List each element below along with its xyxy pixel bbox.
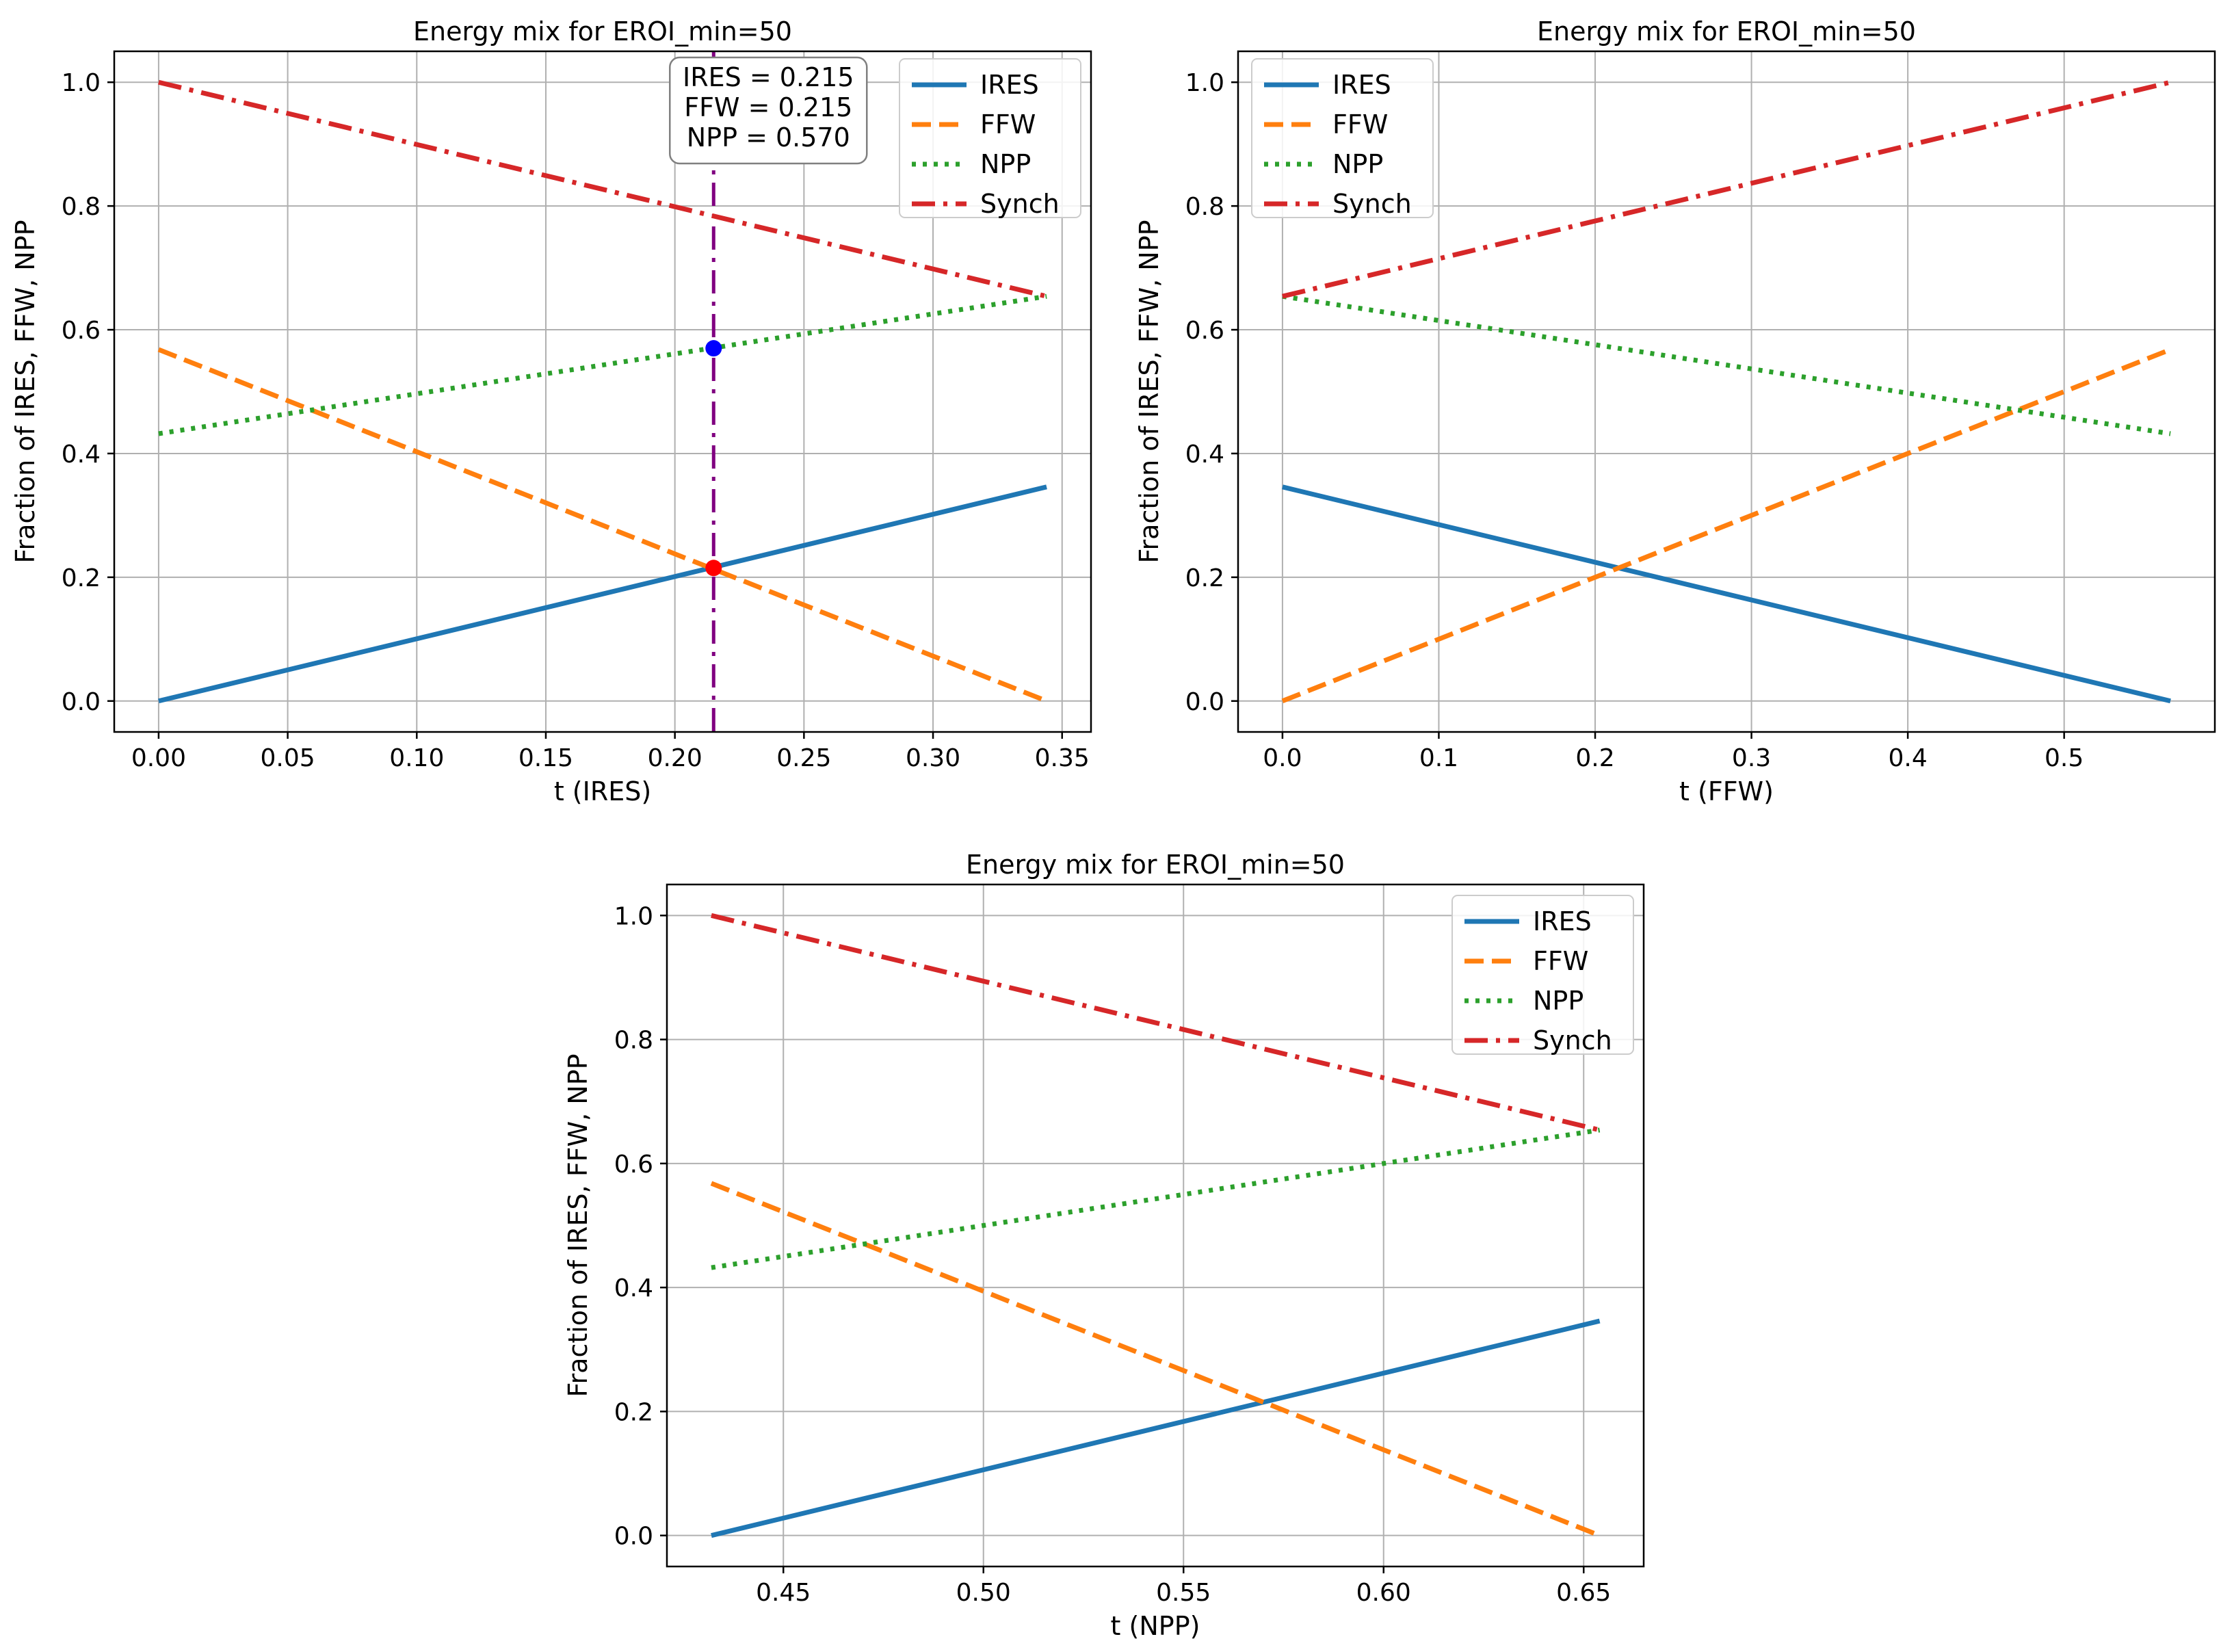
series-line-ires: [1282, 484, 2171, 704]
x-tick-label: 0.3: [1732, 744, 1771, 772]
legend-label-ires: IRES: [1332, 70, 1391, 100]
legend-label-ires: IRES: [980, 70, 1039, 100]
x-tick-label: 0.50: [956, 1579, 1011, 1607]
y-tick-label: 0.4: [1185, 441, 1224, 469]
x-tick-label: 0.55: [1156, 1579, 1211, 1607]
y-tick-label: 0.4: [62, 441, 101, 469]
y-tick-label: 0.6: [1185, 317, 1224, 345]
x-tick-label: 0.0: [1263, 744, 1302, 772]
x-tick-label: 0.2: [1575, 744, 1614, 772]
annotation-line: FFW = 0.215: [684, 92, 852, 122]
x-tick-label: 0.5: [2045, 744, 2084, 772]
series-line-ffw: [1281, 347, 2172, 704]
annotation-box: [669, 56, 868, 165]
plot-frame: [1237, 50, 2216, 733]
y-axis-label: Fraction of IRES, FFW, NPP: [1134, 220, 1164, 563]
series-line-synch: [711, 913, 1601, 1133]
plot-frame: [113, 50, 1092, 733]
chart-title: Energy mix for EROI_min=50: [1537, 16, 1916, 47]
series-line-ffw: [157, 347, 1048, 704]
legend-label-synch: Synch: [980, 189, 1060, 219]
plot-area: [157, 51, 1048, 732]
series-line-npp: [158, 293, 1047, 436]
plot-area: [1281, 79, 2172, 704]
x-tick-label: 0.1: [1419, 744, 1458, 772]
x-tick-label: 0.05: [261, 744, 315, 772]
series-line-ires: [158, 484, 1047, 704]
legend-label-synch: Synch: [1533, 1025, 1612, 1056]
y-tick-label: 1.0: [1185, 69, 1224, 97]
y-tick-label: 0.4: [614, 1274, 653, 1302]
legend-label-ffw: FFW: [980, 109, 1036, 140]
x-tick-label: 0.35: [1035, 744, 1090, 772]
chart-panel-2: 0.0 0.1 0.2 0.3 0.4 0.5 0.0 0.2 0.4 0.6 0.8 1.0 Ener…: [1134, 16, 2216, 807]
y-tick-label: 0.6: [614, 1151, 653, 1179]
x-tick-label: 0.20: [648, 744, 702, 772]
series-line-synch: [158, 79, 1047, 299]
chart-panel-3: 0.45 0.50 0.55 0.60 0.65 0.0 0.2 0.4 0.6 0.8 1.0 En…: [563, 850, 1645, 1641]
legend-label-synch: Synch: [1332, 189, 1412, 219]
x-tick-label: 0.30: [906, 744, 960, 772]
y-tick-label: 0.2: [1185, 564, 1224, 592]
legend: IRES FFW NPP Synch: [1451, 895, 1634, 1056]
legend-box: [1251, 58, 1434, 218]
highlight-point-red: [705, 560, 722, 577]
x-tick-label: 0.25: [776, 744, 831, 772]
y-tick-label: 0.8: [62, 193, 101, 221]
y-tick-label: 0.2: [614, 1398, 653, 1426]
chart-title: Energy mix for EROI_min=50: [413, 16, 792, 47]
series-line-ires: [711, 1318, 1601, 1538]
y-tick-label: 0.8: [1185, 193, 1224, 221]
y-tick-label: 0.6: [62, 317, 101, 345]
x-tick-label: 0.65: [1556, 1579, 1611, 1607]
legend: IRES FFW NPP Synch: [1251, 58, 1434, 219]
series-line-npp: [711, 1127, 1601, 1270]
legend: IRES FFW NPP Synch: [899, 58, 1081, 219]
y-tick-label: 0.0: [614, 1523, 653, 1551]
series-line-synch: [1282, 79, 2171, 299]
legend-label-npp: NPP: [1332, 149, 1383, 179]
legend-label-npp: NPP: [980, 149, 1031, 179]
x-axis-label: t (IRES): [554, 776, 651, 807]
plot-area: [710, 913, 1601, 1538]
y-tick-label: 0.0: [1185, 688, 1224, 716]
x-tick-label: 0.60: [1356, 1579, 1411, 1607]
legend-label-ffw: FFW: [1332, 109, 1388, 140]
legend-box: [899, 58, 1081, 218]
series-line-ffw: [710, 1181, 1601, 1538]
x-tick-label: 0.4: [1888, 744, 1927, 772]
y-tick-label: 0.8: [614, 1027, 653, 1055]
chart-panel-1: 0.00 0.05 0.10 0.15 0.20 0.25 0.30 0.35 0.0 0.2 0.…: [10, 16, 1092, 807]
y-axis-label: Fraction of IRES, FFW, NPP: [10, 220, 40, 563]
annotation-line: NPP = 0.570: [687, 122, 850, 153]
y-tick-label: 0.0: [62, 688, 101, 716]
x-axis-label: t (FFW): [1679, 776, 1774, 807]
chart-title: Energy mix for EROI_min=50: [966, 850, 1345, 880]
y-tick-label: 1.0: [614, 902, 653, 930]
x-tick-label: 0.00: [131, 744, 186, 772]
y-axis-label: Fraction of IRES, FFW, NPP: [563, 1053, 593, 1397]
series-line-npp: [1282, 293, 2171, 436]
y-tick-label: 0.2: [62, 564, 101, 592]
x-tick-label: 0.15: [518, 744, 573, 772]
legend-label-npp: NPP: [1533, 986, 1583, 1016]
legend-label-ires: IRES: [1533, 906, 1592, 936]
legend-label-ffw: FFW: [1533, 946, 1588, 976]
x-tick-label: 0.45: [756, 1579, 811, 1607]
y-tick-label: 1.0: [62, 69, 101, 97]
plot-frame: [666, 883, 1645, 1568]
annotation-line: IRES = 0.215: [683, 62, 854, 92]
x-tick-label: 0.10: [389, 744, 444, 772]
highlight-point-blue: [705, 340, 722, 357]
x-axis-label: t (NPP): [1111, 1611, 1200, 1641]
legend-box: [1451, 895, 1634, 1055]
